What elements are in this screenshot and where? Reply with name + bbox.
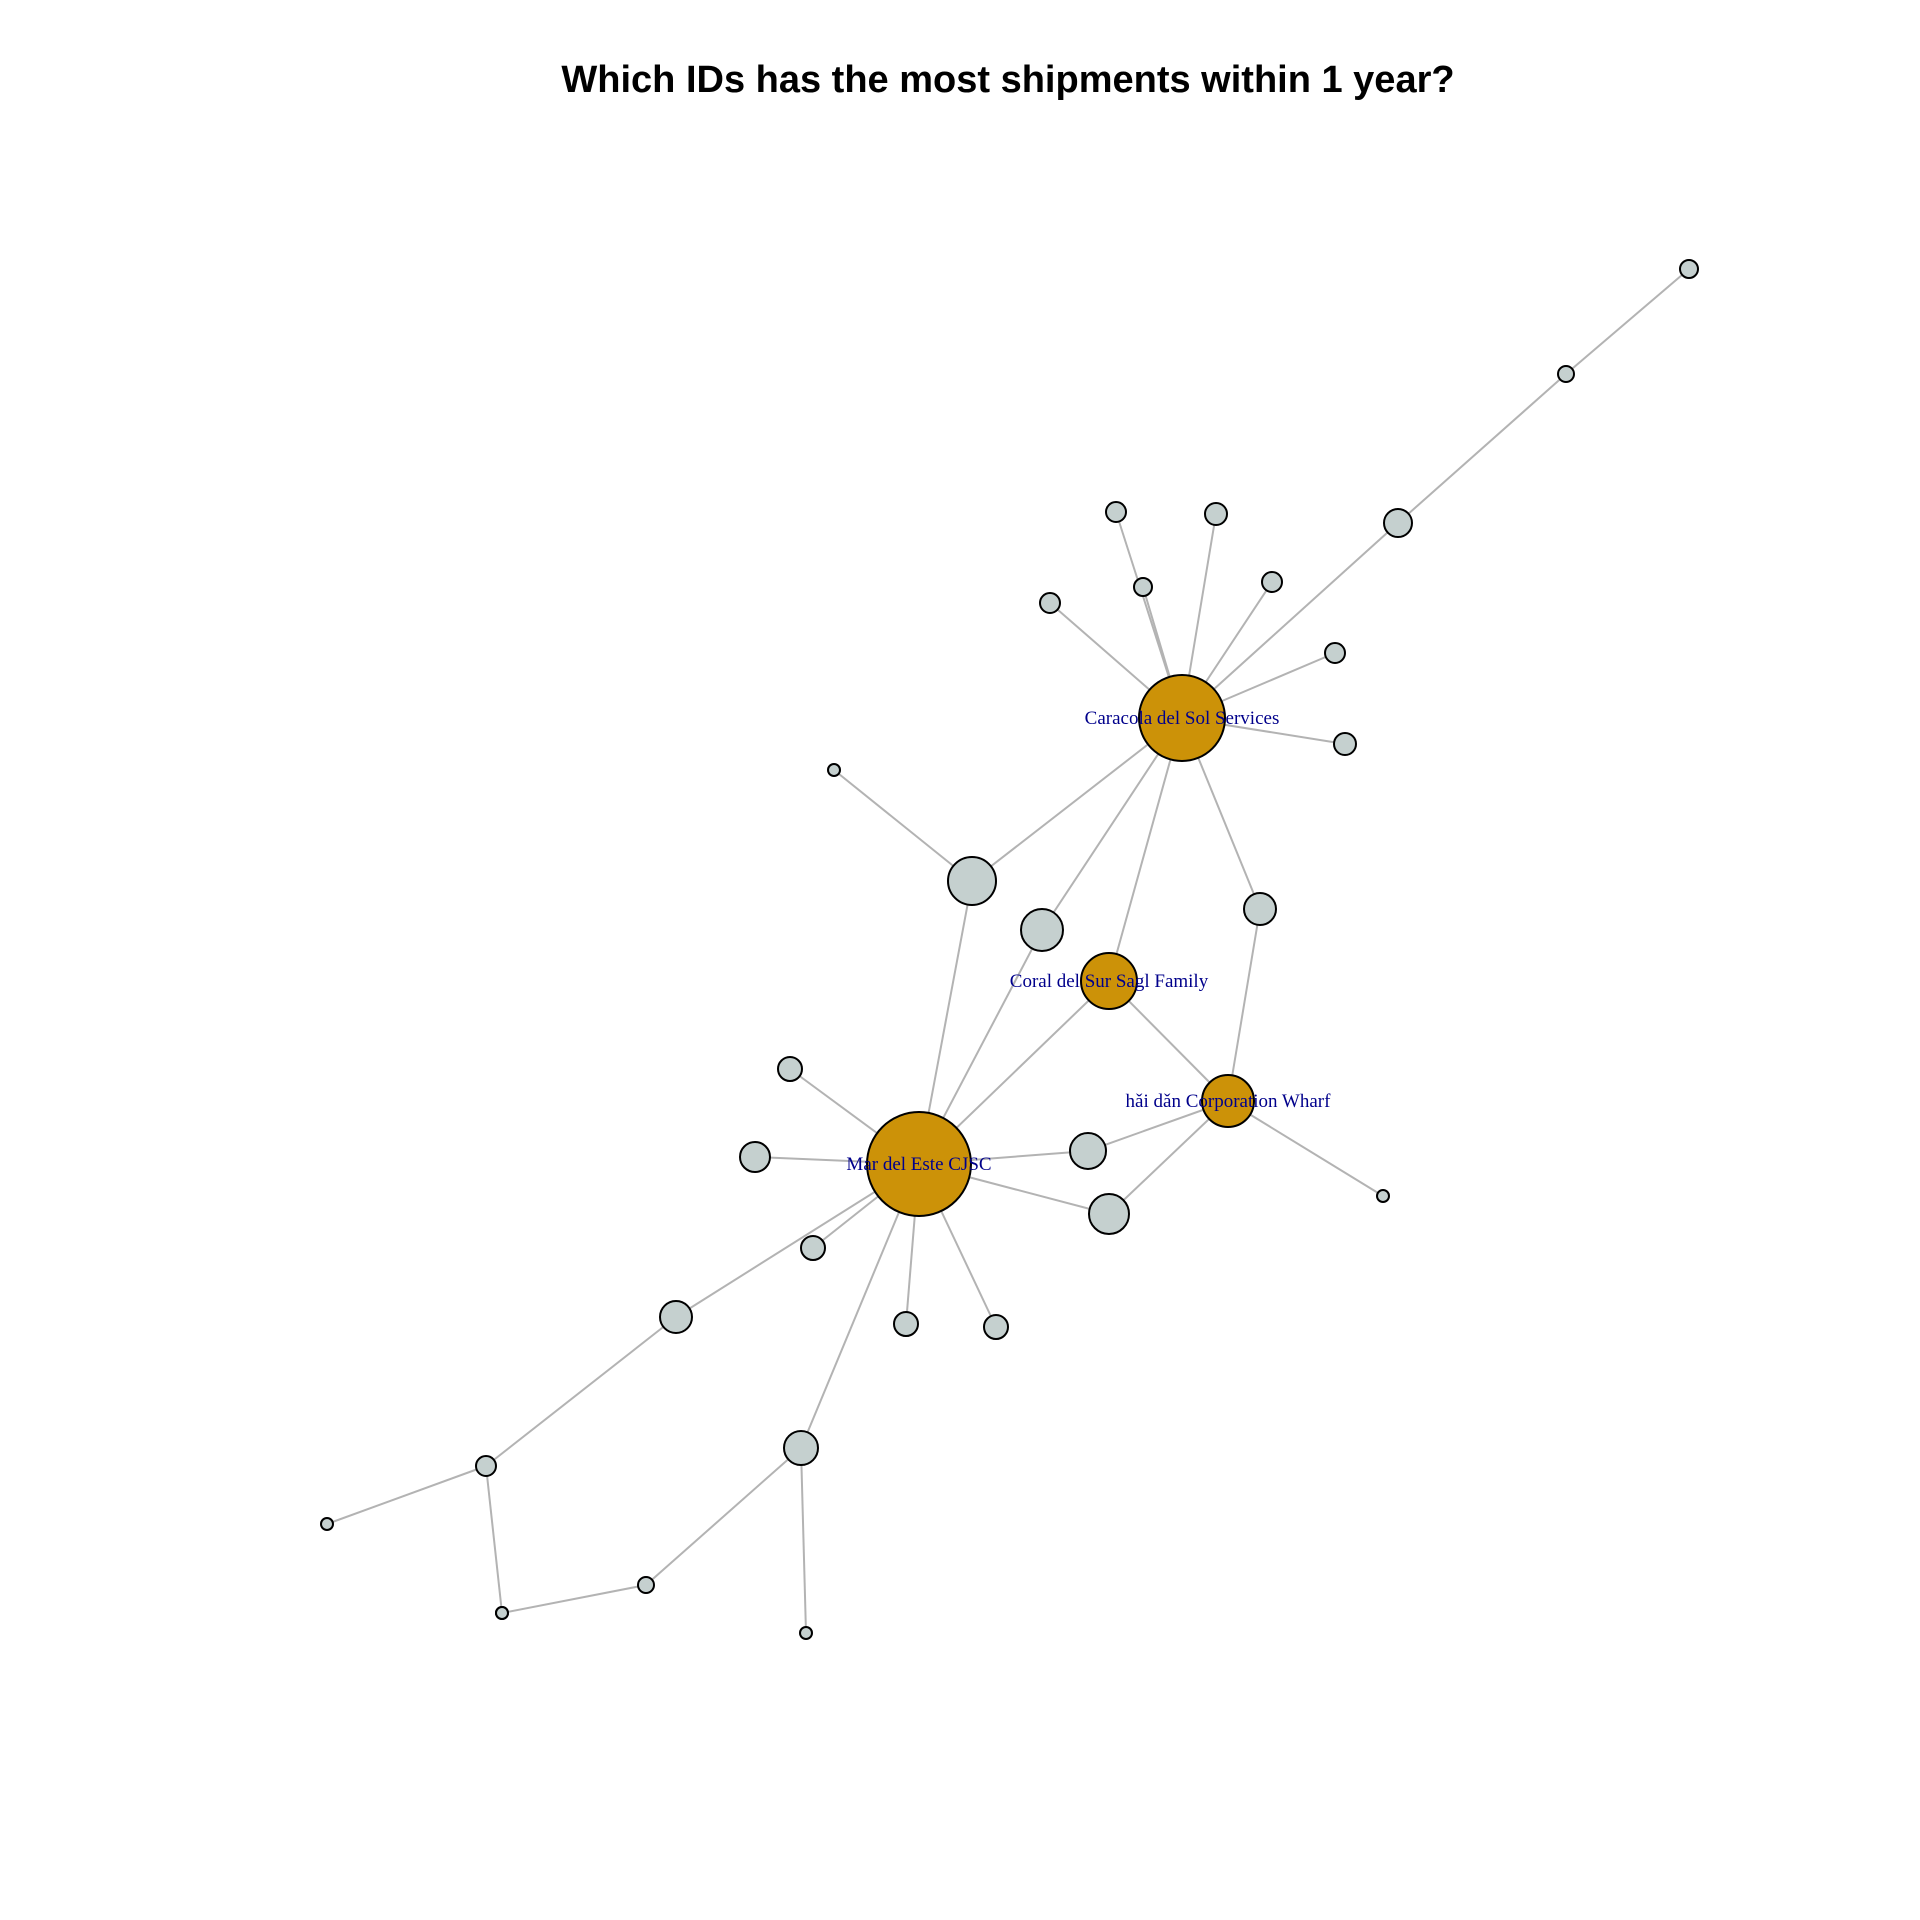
- node-label-hai-dan: hǎi dǎn Corporation Wharf: [1126, 1091, 1332, 1112]
- chart-title: Which IDs has the most shipments within …: [561, 59, 1454, 101]
- edge-caracola-n12: [971, 717, 1183, 882]
- node: [783, 1430, 819, 1466]
- node: [947, 856, 997, 906]
- node: [1088, 1193, 1130, 1235]
- edge-n2-n3: [1397, 373, 1567, 524]
- node: [1376, 1189, 1390, 1203]
- node: [739, 1141, 771, 1173]
- node: [1069, 1132, 1107, 1170]
- edge-hai-dan-n18: [1108, 1100, 1229, 1215]
- node: [1324, 642, 1346, 664]
- node: [1261, 571, 1283, 593]
- node: [777, 1056, 803, 1082]
- edge-hai-dan-n15: [1227, 1100, 1384, 1197]
- edge-n14-hai-dan: [1227, 908, 1261, 1102]
- node-caracola: [1138, 674, 1226, 762]
- node: [1333, 732, 1357, 756]
- node: [1679, 259, 1699, 279]
- node: [1105, 501, 1127, 523]
- node: [800, 1235, 826, 1261]
- edge-n27-n24: [645, 1447, 802, 1586]
- node: [827, 763, 841, 777]
- node: [1243, 892, 1277, 926]
- node: [1383, 508, 1413, 538]
- node-label-coral-del-sur: Coral del Sur Sagl Family: [1010, 971, 1209, 992]
- node: [1557, 365, 1575, 383]
- edge-n30-n28b: [485, 1465, 503, 1614]
- node: [475, 1455, 497, 1477]
- node: [983, 1314, 1009, 1340]
- node: [1039, 592, 1061, 614]
- edge-n11-n12: [833, 769, 973, 882]
- node: [799, 1626, 813, 1640]
- edge-n23-n30: [485, 1316, 677, 1467]
- node: [893, 1311, 919, 1337]
- edges-layer: [326, 268, 1690, 1634]
- node-label-caracola: Caracola del Sol Services: [1085, 708, 1280, 729]
- edge-n1-n2: [1565, 268, 1690, 375]
- node: [320, 1517, 334, 1531]
- edge-n24-n26: [800, 1447, 807, 1634]
- node: [1204, 502, 1228, 526]
- node: [659, 1300, 693, 1334]
- node: [495, 1606, 509, 1620]
- node-coral-del-sur: [1080, 952, 1138, 1010]
- nodes-layer: [320, 259, 1699, 1640]
- node: [637, 1576, 655, 1594]
- labels-layer: Caracola del Sol Services Mar del Este CJ…: [846, 708, 1331, 1175]
- node: [1020, 908, 1064, 952]
- edge-n28b-n27: [501, 1584, 647, 1614]
- node: [1133, 577, 1153, 597]
- edge-n30-n29: [326, 1465, 487, 1525]
- node-mar-del-este: [866, 1111, 972, 1217]
- edge-n3-caracola: [1181, 522, 1399, 719]
- node-label-mar-del-este: Mar del Este CJSC: [846, 1154, 991, 1175]
- node-hai-dan: [1201, 1074, 1255, 1128]
- edge-caracola-coral-del-sur: [1108, 717, 1183, 982]
